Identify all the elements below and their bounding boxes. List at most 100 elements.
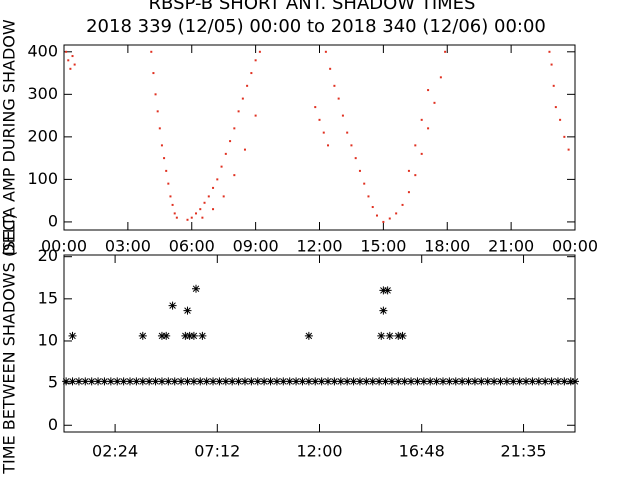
point	[350, 144, 353, 147]
point	[426, 377, 435, 386]
point	[398, 331, 407, 340]
point	[413, 377, 422, 386]
point	[175, 216, 178, 219]
y-tick-label: 20	[38, 246, 58, 265]
point	[177, 377, 186, 386]
point	[317, 377, 326, 386]
point	[388, 217, 391, 220]
y-tick-label: 100	[27, 169, 58, 188]
point	[253, 377, 262, 386]
x-tick-label: 00:00	[552, 237, 598, 256]
y-tick-label: 300	[27, 84, 58, 103]
y-axis-label: DELTA AMP DURING SHADOW	[0, 19, 19, 256]
point	[470, 377, 479, 386]
point	[73, 63, 76, 66]
point	[346, 131, 349, 134]
point	[407, 377, 416, 386]
chart-title: RBSP-B SHORT ANT. SHADOW TIMES	[149, 0, 476, 14]
point	[354, 157, 357, 160]
y-tick-label: 10	[38, 330, 58, 349]
point	[444, 50, 447, 53]
y-tick-label: 400	[27, 41, 58, 60]
point	[266, 377, 275, 386]
point	[285, 377, 294, 386]
point	[400, 377, 409, 386]
point	[394, 377, 403, 386]
x-tick-label: 00:00	[41, 237, 87, 256]
y-tick-label: 15	[38, 288, 58, 307]
point	[132, 377, 141, 386]
point	[349, 377, 358, 386]
point	[246, 84, 249, 87]
point	[272, 377, 281, 386]
point	[394, 331, 403, 340]
point	[477, 377, 486, 386]
point	[68, 331, 77, 340]
point	[304, 377, 313, 386]
point	[420, 118, 423, 121]
point	[241, 97, 244, 100]
point	[311, 377, 320, 386]
point	[126, 377, 135, 386]
point	[216, 178, 219, 181]
point	[566, 377, 575, 386]
point	[314, 106, 317, 109]
point	[559, 118, 562, 121]
point	[221, 377, 230, 386]
point	[150, 50, 153, 53]
point	[567, 148, 570, 151]
point	[169, 195, 172, 198]
point	[222, 195, 225, 198]
point	[192, 284, 201, 293]
point	[234, 377, 243, 386]
x-tick-label: 12:00	[296, 442, 342, 461]
point	[250, 72, 253, 75]
point	[151, 377, 160, 386]
point	[196, 377, 205, 386]
point	[522, 377, 531, 386]
point	[156, 110, 159, 113]
point	[209, 377, 218, 386]
point	[198, 331, 207, 340]
point	[71, 55, 74, 58]
point	[509, 377, 518, 386]
point	[94, 377, 103, 386]
point	[183, 306, 192, 315]
point	[336, 377, 345, 386]
point	[445, 377, 454, 386]
point	[254, 114, 257, 117]
point	[318, 118, 321, 121]
point	[367, 195, 370, 198]
point	[375, 214, 378, 217]
point	[324, 377, 333, 386]
point	[215, 377, 224, 386]
x-tick-label: 15:00	[360, 237, 406, 256]
x-tick-label: 03:00	[105, 237, 151, 256]
point	[304, 331, 313, 340]
point	[548, 50, 551, 53]
point	[333, 84, 336, 87]
point	[119, 377, 128, 386]
point	[385, 331, 394, 340]
point	[552, 84, 555, 87]
point	[427, 127, 430, 130]
point	[363, 182, 366, 185]
point	[298, 377, 307, 386]
point	[337, 97, 340, 100]
point	[571, 377, 579, 386]
point	[254, 59, 257, 62]
point	[439, 76, 442, 79]
point	[553, 377, 562, 386]
point	[401, 203, 404, 206]
point	[195, 212, 198, 215]
point	[189, 331, 198, 340]
point	[550, 63, 553, 66]
x-tick-label: 16:48	[399, 442, 445, 461]
x-tick-label: 06:00	[169, 237, 215, 256]
point	[329, 67, 332, 70]
y-tick-label: 5	[48, 373, 58, 392]
point	[168, 301, 177, 310]
point	[74, 377, 83, 386]
